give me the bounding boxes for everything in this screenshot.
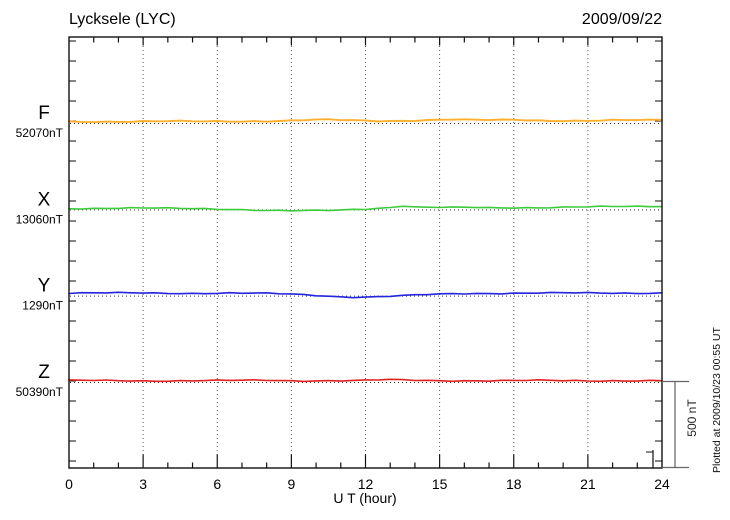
vertical-gridlines — [142, 38, 589, 455]
series-letter-x: X — [38, 189, 51, 210]
series-baseline-value-x: 13060nT — [16, 212, 64, 226]
scale-bar — [662, 380, 689, 469]
series-letter-z: Z — [38, 362, 50, 383]
trace-y — [68, 291, 663, 299]
trace-x — [68, 205, 663, 212]
scale-bar-label: 500 nT — [685, 399, 699, 437]
trace-z — [68, 378, 663, 383]
series-letter-f: F — [38, 103, 50, 124]
baseline-dotted-lines — [70, 123, 661, 383]
plot-frame — [68, 36, 663, 469]
data-traces — [68, 118, 663, 383]
trace-f — [68, 118, 663, 124]
axis-end-marker — [646, 450, 654, 468]
series-letter-y: Y — [38, 276, 51, 297]
series-baseline-value-y: 1290nT — [22, 299, 63, 313]
x-tick-label-6: 6 — [213, 476, 221, 492]
x-tick-label-24: 24 — [654, 476, 670, 492]
x-tick-label-21: 21 — [580, 476, 596, 492]
x-tick-label-12: 12 — [358, 476, 374, 492]
x-axis-label: U T (hour) — [333, 490, 396, 506]
x-tick-label-15: 15 — [432, 476, 448, 492]
series-labels: F 52070nT X 13060nT Y 1290nT Z 50390nT — [16, 103, 64, 399]
series-baseline-value-f: 52070nT — [16, 126, 64, 140]
station-title: Lycksele (LYC) — [69, 11, 176, 28]
plotted-at-caption: Plotted at 2009/10/23 00:55 UT — [711, 326, 723, 473]
x-tick-label-0: 0 — [65, 476, 73, 492]
plot-date: 2009/09/22 — [582, 11, 662, 28]
x-tick-label-18: 18 — [506, 476, 522, 492]
x-tick-label-9: 9 — [287, 476, 295, 492]
x-tick-labels: 0 3 6 9 12 15 18 21 24 — [65, 476, 670, 492]
series-baseline-value-z: 50390nT — [16, 385, 64, 399]
axis-ticks — [69, 37, 662, 468]
x-tick-label-3: 3 — [139, 476, 147, 492]
